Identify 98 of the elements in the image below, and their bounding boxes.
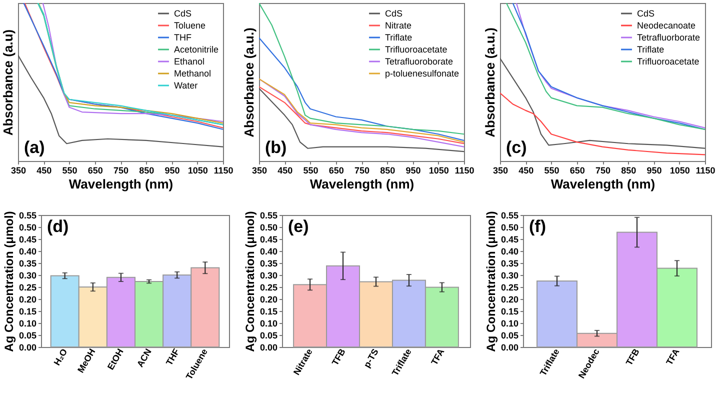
x-tick-label: 550: [62, 166, 78, 176]
y-axis-title: Ag Concentration (μmol): [2, 211, 16, 352]
y-tick-label: 0.00: [260, 342, 278, 352]
y-tick-label: 0.50: [500, 222, 518, 232]
y-tick-label: 0.20: [18, 294, 36, 304]
legend-label: Methanol: [174, 68, 212, 78]
x-tick-label: 650: [570, 166, 585, 176]
x-tick-label: 650: [328, 166, 344, 176]
annotation: (d): [47, 217, 69, 236]
y-tick-label: 0.50: [260, 222, 278, 232]
annotation: (c): [506, 138, 527, 157]
y-tick-label: 0.15: [18, 306, 36, 316]
legend-label: Triflate: [637, 44, 664, 54]
y-tick-label: 0.40: [500, 246, 518, 256]
y-tick-label: 0.35: [500, 258, 518, 268]
annotation: (f): [529, 217, 546, 236]
annotation: (a): [24, 138, 45, 157]
y-tick-label: 0.40: [260, 246, 278, 256]
legend-label: Trifluoroacetate: [637, 56, 700, 66]
x-tick-label: 750: [113, 166, 129, 176]
legend-label: Nitrate: [385, 20, 412, 30]
legend-label: Tetrafluorborate: [637, 32, 700, 42]
y-tick-label: 0.25: [500, 282, 518, 292]
y-tick-label: 0.25: [18, 282, 36, 292]
y-tick-label: 0.55: [500, 210, 518, 220]
x-tick-label: 450: [36, 166, 52, 176]
x-tick-label: 750: [354, 166, 370, 176]
legend-label: CdS: [174, 8, 192, 18]
y-tick-label: 0.10: [260, 318, 278, 328]
x-tick-label: 850: [621, 166, 636, 176]
y-tick-label: 0.30: [18, 270, 36, 280]
legend-label: Water: [174, 80, 198, 90]
y-axis-title: Ag Concentration (μmol): [242, 211, 257, 352]
y-tick-label: 0.50: [18, 222, 36, 232]
x-tick-label: 450: [518, 166, 534, 176]
x-tick-label: 350: [252, 166, 268, 176]
x-tick-label: 650: [88, 166, 103, 176]
y-tick-label: 0.20: [500, 294, 518, 304]
x-tick-label: 950: [164, 166, 180, 176]
legend-label: CdS: [385, 8, 403, 18]
x-axis-title: Wavelength (nm): [68, 176, 174, 192]
y-tick-label: 0.30: [500, 270, 518, 280]
x-tick-label: 350: [10, 166, 26, 176]
y-tick-label: 0.20: [260, 294, 278, 304]
y-axis-title: Absorbance (a.u.): [242, 28, 256, 138]
y-tick-label: 0.05: [18, 330, 36, 340]
legend-label: CdS: [637, 8, 655, 18]
y-tick-label: 0.45: [260, 234, 278, 244]
annotation: (e): [288, 217, 309, 236]
legend-label: p-toluenesulfonate: [385, 68, 460, 78]
x-tick-label: 1150: [454, 166, 474, 176]
y-tick-label: 0.45: [18, 234, 36, 244]
x-tick-label: 1050: [670, 166, 690, 176]
x-tick-label: 450: [278, 166, 293, 176]
y-tick-label: 0.05: [260, 330, 278, 340]
y-tick-label: 0.00: [500, 342, 518, 352]
y-tick-label: 0.10: [18, 318, 36, 328]
x-tick-label: 950: [646, 166, 662, 176]
y-tick-label: 0.30: [260, 270, 278, 280]
y-tick-label: 0.10: [500, 318, 518, 328]
y-tick-label: 0.05: [500, 330, 518, 340]
x-tick-label: 1050: [428, 166, 449, 176]
annotation: (b): [265, 138, 287, 157]
x-tick-label: 850: [139, 166, 154, 176]
x-tick-label: 850: [380, 166, 396, 176]
x-tick-label: 350: [492, 166, 508, 176]
legend-label: Acetonitrile: [174, 44, 219, 54]
x-tick-label: 1150: [214, 166, 234, 176]
y-tick-label: 0.00: [18, 342, 36, 352]
y-tick-label: 0.45: [500, 234, 518, 244]
x-axis-title: Wavelength (nm): [550, 176, 656, 192]
x-tick-label: 1050: [188, 166, 208, 176]
legend-label: Toluene: [174, 20, 206, 30]
x-tick-label: TFA: [429, 346, 447, 367]
y-tick-label: 0.15: [260, 306, 278, 316]
x-axis-title: Wavelength (nm): [310, 176, 414, 192]
y-tick-label: 0.15: [500, 306, 518, 316]
x-tick-label: TFA: [664, 346, 682, 367]
x-tick-label: 550: [544, 166, 560, 176]
y-axis-title: Absorbance (a.u.): [482, 28, 498, 138]
legend-label: Tetrafluoroborate: [385, 56, 454, 66]
y-axis-title: Absorbance (a.u): [0, 29, 16, 136]
y-tick-label: 0.55: [18, 210, 36, 220]
x-tick-label: 750: [595, 166, 611, 176]
y-tick-label: 0.40: [18, 246, 36, 256]
legend-label: THF: [174, 32, 192, 42]
x-tick-label: 1150: [696, 166, 716, 176]
x-tick-label: 950: [406, 166, 421, 176]
y-tick-label: 0.25: [260, 282, 278, 292]
legend-label: Trifluoroacetate: [385, 44, 448, 54]
x-tick-label: 550: [303, 166, 318, 176]
y-tick-label: 0.35: [260, 258, 278, 268]
legend-label: Neodecanoate: [637, 20, 696, 30]
y-axis-title: Ag Concentration (μmol): [484, 211, 498, 352]
y-tick-label: 0.55: [260, 210, 278, 220]
y-tick-label: 0.35: [18, 258, 36, 268]
legend-label: Triflate: [385, 32, 412, 42]
legend-label: Ethanol: [174, 56, 205, 66]
